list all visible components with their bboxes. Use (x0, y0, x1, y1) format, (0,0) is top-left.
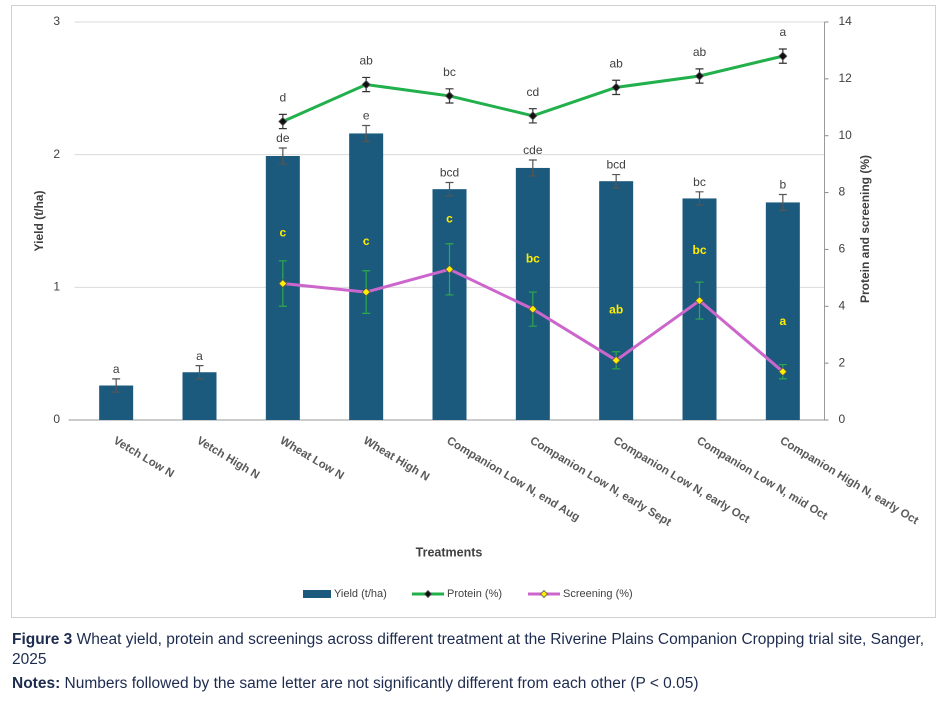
y2-tick-label: 8 (839, 185, 846, 199)
significance-letter: bc (692, 243, 706, 257)
x-axis-label: Treatments (416, 545, 483, 559)
notes-label: Notes: (12, 675, 61, 692)
significance-letter: ab (609, 302, 623, 316)
x-tick-label: Wheat High N (361, 435, 431, 484)
legend-swatch (303, 590, 331, 598)
bar (765, 202, 800, 420)
significance-letter: b (779, 178, 786, 192)
error-bar (612, 173, 621, 189)
marker (611, 355, 621, 365)
caption-text: Wheat yield, protein and screenings acro… (12, 631, 925, 668)
marker (278, 278, 288, 289)
y2-tick-label: 10 (839, 128, 853, 142)
significance-letter: e (363, 109, 370, 123)
y2-tick-label: 14 (839, 14, 853, 28)
marker (444, 264, 455, 274)
notes-text: Numbers followed by the same letter are … (64, 675, 699, 692)
significance-letter: ab (693, 45, 707, 59)
y2-tick-label: 12 (839, 71, 853, 85)
significance-letter: cd (526, 85, 539, 99)
significance-letter: c (279, 226, 286, 240)
y2-tick-label: 2 (839, 355, 846, 369)
marker (778, 51, 788, 61)
significance-letter: c (446, 212, 453, 226)
marker (694, 296, 705, 306)
x-tick-label: Vetch High N (194, 435, 261, 482)
y2-axis-label: Protein and screening (%) (858, 155, 872, 303)
bar (432, 189, 467, 420)
significance-letter: de (276, 131, 290, 145)
legend-label: Yield (t/ha) (334, 588, 387, 600)
marker (278, 116, 288, 127)
y-tick-label: 3 (53, 14, 60, 28)
marker (694, 71, 705, 81)
y2-tick-label: 4 (839, 298, 846, 312)
marker (611, 82, 621, 92)
error-bar (445, 181, 454, 197)
legend-marker (539, 589, 549, 599)
x-tick-label: Companion Low N, early Sept (528, 435, 673, 529)
legend-marker (423, 589, 433, 599)
y-tick-label: 1 (53, 280, 60, 294)
x-tick-label: Companion Low N, end Aug (444, 435, 581, 524)
error-bar (362, 124, 371, 142)
y2-tick-label: 6 (839, 242, 846, 256)
significance-letter: bcd (606, 158, 625, 172)
error-bar (528, 159, 537, 177)
x-tick-label: Vetch Low N (111, 435, 176, 481)
notes: Notes: Numbers followed by the same lett… (12, 674, 932, 694)
significance-letter: d (279, 91, 286, 105)
y2-tick-label: 0 (839, 412, 846, 426)
error-bar (278, 147, 287, 165)
error-bar (778, 193, 787, 211)
y-tick-label: 0 (53, 412, 60, 426)
bar (599, 181, 634, 420)
marker (528, 111, 538, 121)
error-bar (195, 365, 204, 380)
significance-letter: a (779, 314, 786, 328)
chart-frame (11, 5, 936, 618)
marker (778, 367, 788, 377)
significance-letter: bc (443, 65, 456, 79)
y-tick-label: 2 (53, 147, 60, 161)
marker (361, 79, 371, 90)
significance-letter: c (363, 234, 370, 248)
bar (182, 372, 217, 420)
x-tick-label: Companion High N, early Oct (778, 435, 921, 527)
significance-letter: bcd (440, 166, 459, 180)
chart: Treatments Yield (t/ha) Protein and scre… (32, 14, 921, 600)
caption: Figure 3 Wheat yield, protein and screen… (12, 630, 932, 670)
significance-letter: a (113, 362, 120, 376)
legend-label: Protein (%) (447, 588, 502, 600)
marker (361, 287, 371, 297)
significance-letter: cde (523, 143, 543, 157)
x-tick-label: Companion Low N, mid Oct (694, 435, 829, 523)
error-bar (112, 378, 121, 393)
significance-letter: a (196, 349, 203, 363)
significance-letter: a (779, 25, 786, 39)
marker (528, 304, 538, 314)
x-tick-label: Wheat Low N (278, 435, 346, 482)
significance-letter: bc (693, 175, 706, 189)
error-bar (695, 191, 704, 206)
legend-label: Screening (%) (563, 588, 633, 600)
y-axis-label: Yield (t/ha) (32, 191, 46, 252)
figure-label: Figure 3 (12, 631, 73, 648)
significance-letter: ab (609, 56, 623, 70)
significance-letter: bc (526, 251, 540, 265)
marker (444, 91, 455, 101)
x-tick-label: Companion Low N, early Oct (611, 435, 752, 526)
significance-letter: ab (359, 54, 373, 68)
